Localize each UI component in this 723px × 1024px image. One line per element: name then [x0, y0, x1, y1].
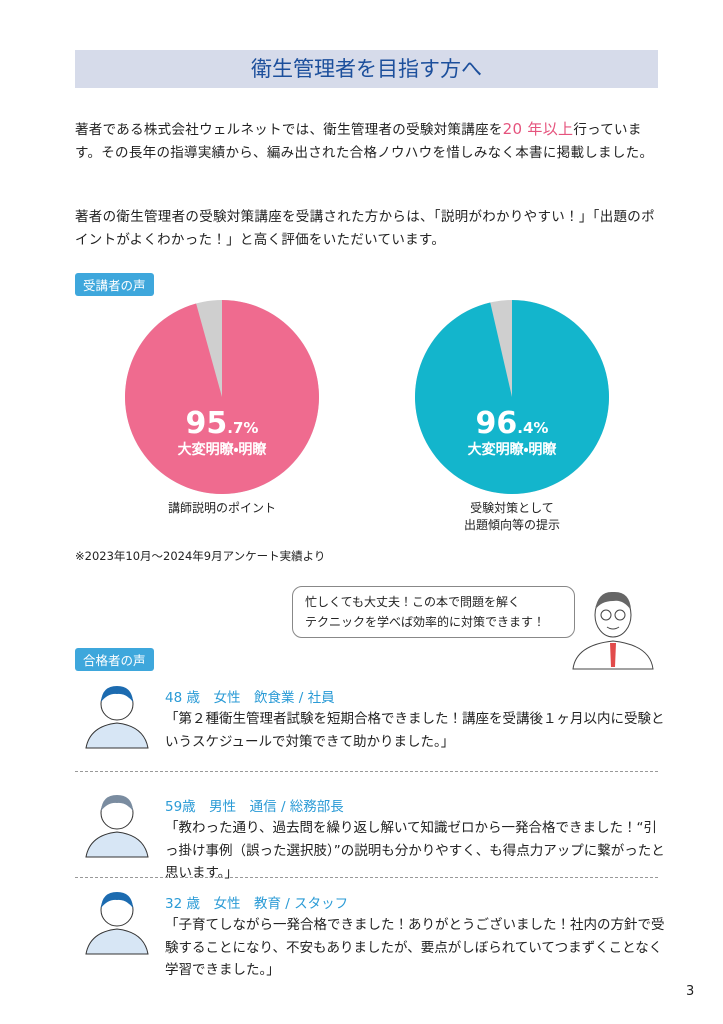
body: [85, 831, 149, 858]
pie-slice: [124, 300, 319, 494]
caption-line: 受験対策として: [470, 501, 554, 515]
teacher-icon: [572, 591, 654, 670]
speech-bubble: 忙しくても大丈夫！この本で問題を解くテクニックを学べば効率的に対策できます！: [292, 586, 575, 638]
pie-caption: 講師説明のポイント: [122, 500, 322, 517]
hair: [101, 686, 133, 702]
pie-value: 95.7%: [186, 406, 259, 441]
separator: [75, 771, 658, 772]
pie-slice: [415, 300, 609, 494]
paragraph: 著者の衛生管理者の受験対策講座を受講された方からは、「説明がわかりやすい！」「出…: [75, 209, 655, 248]
pie-value: 96.4%: [476, 406, 549, 441]
page-number: 3: [686, 984, 695, 999]
person-icon: [85, 795, 149, 858]
badge: 合格者の声: [75, 648, 154, 671]
text: 著者である株式会社ウェルネットでは、衛生管理者の受験対策講座を: [75, 122, 503, 138]
testimonial-heading: 48 歳 女性 飲食業 / 社員: [165, 690, 335, 706]
pie-caption: 受験対策として 出題傾向等の提示: [412, 500, 612, 534]
caption-line: 講師説明のポイント: [167, 501, 276, 515]
hair: [101, 892, 133, 908]
testimonial-text: 「子育てしながら一発合格できました！ありがとうございました！社内の方針で受験する…: [165, 917, 665, 978]
title: 衛生管理者を目指す方へ: [75, 50, 658, 88]
badge: 受講者の声: [75, 273, 154, 296]
testimonial-text: 「第２種衛生管理者試験を短期合格できました！講座を受講後１ヶ月以内に受験というス…: [165, 711, 665, 750]
testimonial-heading: 59歳 男性 通信 / 総務部長: [165, 799, 344, 815]
body: [85, 928, 149, 955]
testimonial-text: 「教わった通り、過去問を繰り返し解いて知識ゼロから一発合格できました！“引っ掛け…: [165, 820, 665, 881]
pie-label: 大変明瞭・明瞭: [468, 441, 558, 458]
body: [85, 722, 149, 749]
separator: [75, 877, 658, 878]
person-icon: [85, 892, 149, 955]
speech-line: 忙しくても大丈夫！この本で問題を解く: [305, 595, 521, 609]
paragraph: 著者である株式会社ウェルネットでは、衛生管理者の受験対策講座を20 年以上行って…: [75, 118, 660, 164]
person-icon: [85, 686, 149, 749]
hair: [101, 795, 133, 811]
caption-line: 出題傾向等の提示: [463, 518, 560, 532]
note: ※2023年10月～2024年9月アンケート実績より: [75, 549, 326, 563]
highlight: 20 年以上: [502, 120, 574, 138]
text: 行っています。その長年の指導実績から、編み出された合格ノウハウを惜しみなく本書に…: [75, 122, 654, 161]
testimonial-heading: 32 歳 女性 教育 / スタッフ: [165, 896, 349, 912]
pie-label: 大変明瞭・明瞭: [178, 441, 268, 458]
speech-line: テクニックを学べば効率的に対策できます！: [305, 615, 546, 629]
